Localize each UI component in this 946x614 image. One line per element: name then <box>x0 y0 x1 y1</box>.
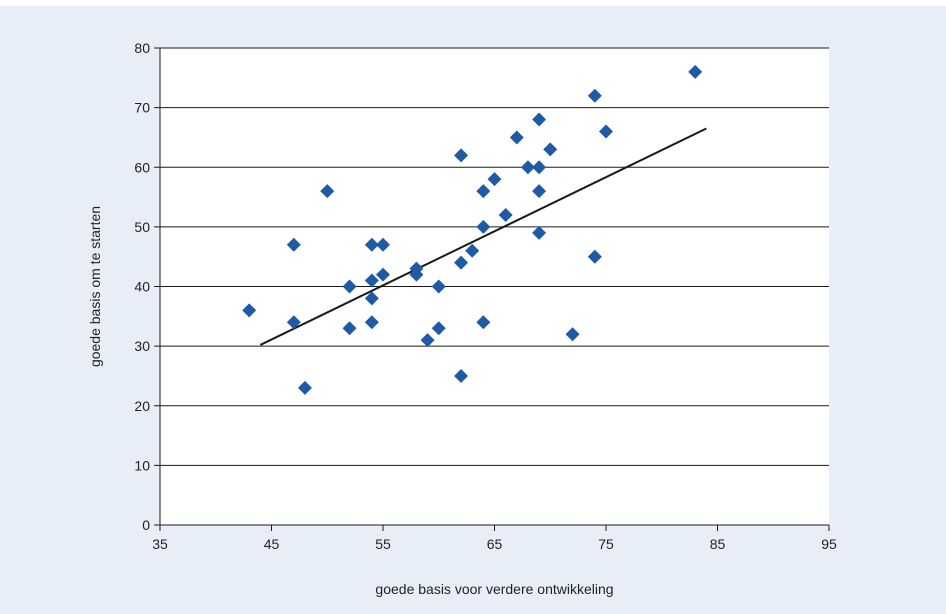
data-point-33 <box>543 142 558 157</box>
trendline-group <box>259 127 707 346</box>
data-points <box>242 64 703 395</box>
x-tick-label-35: 35 <box>152 536 168 552</box>
data-point-27 <box>509 130 524 145</box>
data-point-20 <box>454 368 469 383</box>
chart-frame: 0 10 20 30 40 50 60 70 80 35 45 55 65 75 85 95 goede b… <box>0 6 946 614</box>
data-point-26 <box>498 207 513 222</box>
data-point-10 <box>364 315 379 330</box>
data-point-21 <box>465 243 480 258</box>
data-point-14 <box>409 267 424 282</box>
data-point-1 <box>286 237 301 252</box>
data-point-32 <box>532 225 547 240</box>
data-point-29 <box>532 112 547 127</box>
data-point-5 <box>342 279 357 294</box>
data-point-24 <box>476 315 491 330</box>
data-point-3 <box>297 380 312 395</box>
data-point-35 <box>587 88 602 103</box>
y-tick-labels: 0 10 20 30 40 50 60 70 80 <box>134 40 150 533</box>
y-tick-label-80: 80 <box>134 40 150 56</box>
scatter-chart: 0 10 20 30 40 50 60 70 80 35 45 55 65 75 85 95 goede b… <box>87 40 837 597</box>
x-tick-label-75: 75 <box>598 536 614 552</box>
data-point-28 <box>520 160 535 175</box>
data-point-38 <box>688 64 703 79</box>
data-point-11 <box>376 237 390 252</box>
data-point-36 <box>587 249 602 264</box>
x-tick-labels: 35 45 55 65 75 85 95 <box>152 536 837 552</box>
data-point-34 <box>565 327 580 342</box>
x-tick-label-45: 45 <box>264 536 280 552</box>
x-tick-label-65: 65 <box>487 536 503 552</box>
data-point-6 <box>342 321 357 336</box>
x-axis-title: goede basis voor verdere ontwikkeling <box>375 581 613 597</box>
data-point-23 <box>476 219 491 234</box>
data-point-12 <box>376 267 390 282</box>
y-tick-label-20: 20 <box>134 398 150 414</box>
data-point-2 <box>286 315 301 330</box>
data-point-30 <box>532 160 547 175</box>
data-point-37 <box>599 124 613 139</box>
y-tick-label-30: 30 <box>134 338 150 354</box>
y-tick-label-50: 50 <box>134 219 150 235</box>
x-tick-label-85: 85 <box>710 536 726 552</box>
data-point-22 <box>476 184 491 199</box>
data-point-8 <box>364 273 379 288</box>
y-tick-label-10: 10 <box>134 457 150 473</box>
data-point-4 <box>320 184 335 199</box>
data-point-19 <box>454 255 469 270</box>
data-point-0 <box>242 303 257 318</box>
x-tick-label-95: 95 <box>821 536 837 552</box>
data-point-15 <box>420 333 435 348</box>
trendline <box>259 127 707 346</box>
y-tick-label-0: 0 <box>142 517 150 533</box>
data-point-16 <box>431 279 446 294</box>
data-point-25 <box>487 172 502 187</box>
data-point-31 <box>532 184 547 199</box>
axes <box>159 48 830 531</box>
y-tick-label-70: 70 <box>134 100 150 116</box>
data-point-7 <box>364 237 379 252</box>
data-point-9 <box>364 291 379 306</box>
data-point-17 <box>431 321 446 336</box>
data-point-18 <box>454 148 469 163</box>
y-tick-label-40: 40 <box>134 279 150 295</box>
y-tick-label-60: 60 <box>134 159 150 175</box>
x-tick-label-55: 55 <box>375 536 391 552</box>
gridlines <box>154 47 829 526</box>
y-axis-title: goede basis om te starten <box>87 206 103 367</box>
